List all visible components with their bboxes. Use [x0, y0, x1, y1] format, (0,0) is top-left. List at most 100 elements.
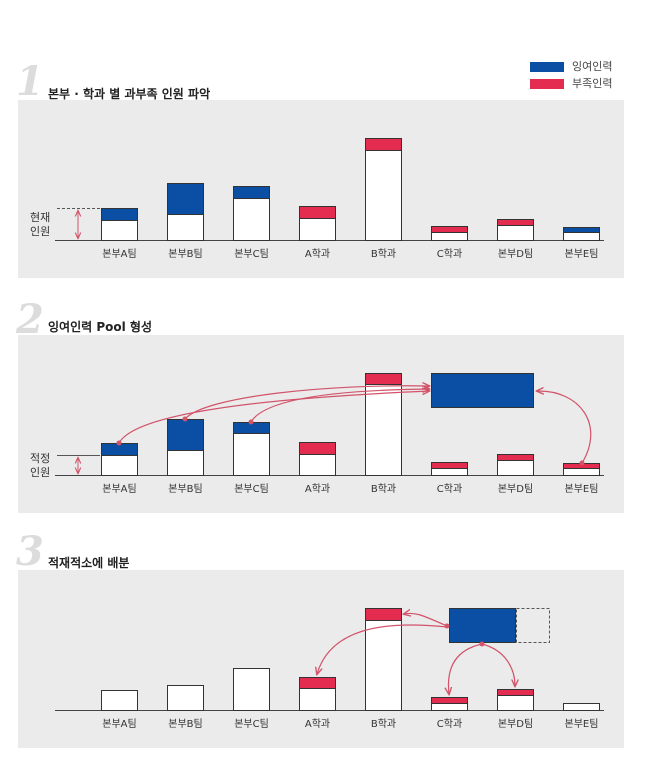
section-1-side-label-1: 현재 [30, 211, 50, 224]
bar-B학과-allocated [365, 608, 402, 621]
category-label: B학과 [371, 248, 396, 260]
bar-본부B팀-base [167, 450, 204, 476]
bar-본부B팀-base [167, 685, 204, 711]
section-3-number: 3 [16, 528, 44, 575]
arrow-pool-to-A학과 [317, 624, 448, 674]
bar-본부D팀-allocated [497, 689, 534, 696]
section-2-side-label-2: 인원 [30, 466, 50, 479]
arrow-origin-dot [182, 416, 188, 422]
bar-A학과-allocated [299, 677, 336, 689]
bar-본부A팀-base [101, 455, 138, 476]
bar-B학과-base [365, 384, 402, 476]
bar-본부A팀-base [101, 690, 138, 711]
bar-본부E팀-base [563, 468, 600, 476]
bar-본부E팀-surplus [563, 227, 600, 233]
bar-본부D팀-base [497, 225, 534, 241]
arrow-pool-to-C학과 [448, 643, 483, 694]
bar-본부C팀-base [233, 668, 270, 711]
section-1-panel [18, 100, 624, 278]
category-label: 본부D팀 [498, 718, 533, 730]
surplus-legend-swatch [530, 62, 564, 72]
bar-B학과-shortage [365, 138, 402, 151]
bar-본부E팀-base [563, 703, 600, 711]
arrow-teamC-to-pool [250, 389, 429, 423]
surplus-pool-box [431, 373, 534, 408]
category-label: 본부D팀 [498, 483, 533, 495]
bar-B학과-base [365, 150, 402, 241]
category-label: 본부E팀 [565, 248, 599, 260]
category-label: 본부D팀 [498, 248, 533, 260]
bar-본부C팀-base [233, 198, 270, 241]
arrow-origin-dot [479, 641, 485, 647]
bar-C학과-shortage [431, 226, 468, 233]
section-1-side-label-2: 인원 [30, 225, 50, 238]
category-label: C학과 [437, 248, 462, 260]
category-label: A학과 [305, 483, 330, 495]
category-label: A학과 [305, 718, 330, 730]
bar-A학과-base [299, 454, 336, 476]
section-2-title: 잉여인력 Pool 형성 [48, 320, 152, 334]
arrow-origin-dot [444, 623, 450, 629]
category-label: 본부E팀 [565, 718, 599, 730]
section-1-chart: 현재 인원 본부A팀 본부B팀 본부C팀 A학과 B학과 C학과 본부D팀 본부… [30, 138, 604, 260]
category-label: 본부C팀 [234, 248, 269, 260]
category-label: 본부B팀 [168, 248, 202, 260]
section-3-title: 적재적소에 배분 [48, 556, 130, 570]
empty-pool-slot [516, 608, 550, 643]
category-label: B학과 [371, 483, 396, 495]
bar-B학과-shortage [365, 373, 402, 385]
surplus-legend-label: 잉여인력 [572, 60, 613, 73]
category-label: 본부A팀 [102, 718, 136, 730]
bar-A학과-shortage [299, 206, 336, 219]
category-label: A학과 [305, 248, 330, 260]
section-3-chart: 본부A팀 본부B팀 본부C팀 A학과 B학과 C학과 본부D팀 본부E팀 [55, 608, 604, 730]
arrow-origin-dot [248, 419, 254, 425]
category-label: 본부C팀 [234, 718, 269, 730]
arrow-teamA-to-pool [118, 391, 429, 444]
bar-본부C팀-base [233, 433, 270, 476]
bar-본부B팀-base [167, 214, 204, 241]
arrow-pool-to-본부D팀 [481, 643, 515, 686]
section-2-side-label-1: 적정 [30, 452, 50, 465]
bar-A학과-base [299, 218, 336, 241]
bar-본부B팀-surplus [167, 419, 204, 451]
arrow-origin-dot [579, 460, 585, 466]
bar-A학과-base [299, 688, 336, 711]
category-label: 본부A팀 [102, 483, 136, 495]
bar-본부D팀-base [497, 460, 534, 476]
arrow-teamE-to-pool [537, 391, 592, 464]
category-label: 본부B팀 [168, 483, 202, 495]
bar-C학과-base [431, 703, 468, 711]
arrow-origin-dot [116, 440, 122, 446]
category-label: C학과 [437, 718, 462, 730]
bar-B학과-base [365, 620, 402, 711]
shortage-legend-label: 부족인력 [572, 77, 613, 90]
section-1-number: 1 [16, 58, 44, 105]
section-1-title: 본부 · 학과 별 과부족 인원 파악 [48, 87, 211, 101]
shortage-legend-swatch [530, 79, 564, 89]
bar-본부A팀-base [101, 220, 138, 241]
bar-C학과-base [431, 232, 468, 241]
bar-본부B팀-surplus [167, 183, 204, 215]
category-label: B학과 [371, 718, 396, 730]
bar-본부E팀-base [563, 232, 600, 241]
category-label: 본부B팀 [168, 718, 202, 730]
bar-C학과-allocated [431, 697, 468, 704]
section-3-panel [18, 570, 624, 748]
bar-C학과-shortage [431, 462, 468, 469]
arrow-teamB-to-pool [184, 386, 429, 420]
bar-본부D팀-shortage [497, 219, 534, 226]
section-2-panel [18, 335, 624, 513]
bar-본부C팀-surplus [233, 186, 270, 199]
surplus-pool-box [449, 608, 516, 643]
category-label: 본부C팀 [234, 483, 269, 495]
bar-본부D팀-base [497, 695, 534, 711]
bar-A학과-shortage [299, 442, 336, 455]
category-label: C학과 [437, 483, 462, 495]
section-2-chart: 적정 인원 본부A팀 본부B팀 본부C팀 A학과 B학과 [30, 373, 604, 495]
category-label: 본부E팀 [565, 483, 599, 495]
bar-본부A팀-surplus [101, 208, 138, 221]
arrow-pool-to-B학과 [404, 613, 448, 627]
bar-C학과-base [431, 468, 468, 476]
